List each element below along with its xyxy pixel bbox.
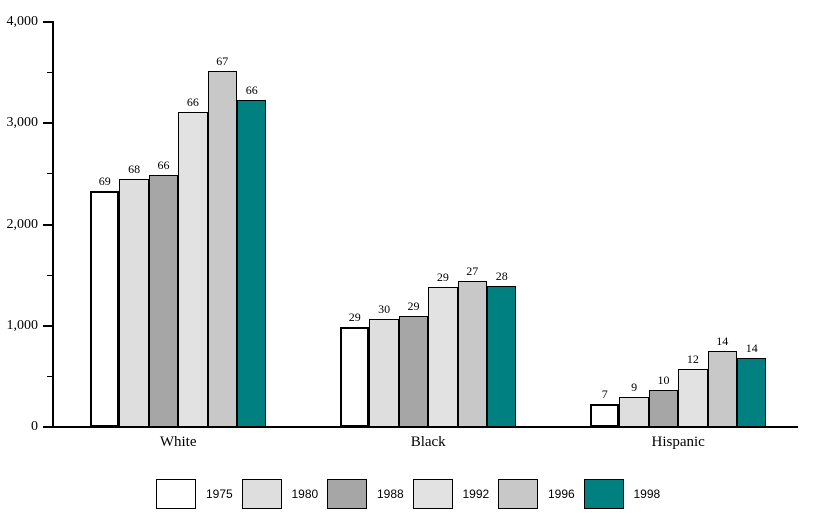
bar-value-label-1996-black: 27 [466,264,479,279]
bar-1996-black [457,281,487,427]
y-axis-line [52,21,54,428]
bar-value-label-1998-hispanic: 14 [745,341,758,356]
bar-1975-hispanic [590,403,620,427]
legend-label-1996: 1996 [548,487,575,501]
bar-1975-white [90,191,120,427]
bar-1980-hispanic [619,396,649,427]
legend-swatch-1992 [412,479,453,509]
bar-1996-white [207,70,237,427]
bar-1998-hispanic [737,358,767,427]
bar-value-label-1998-white: 66 [245,82,258,97]
bar-value-label-1992-hispanic: 12 [686,352,699,367]
bar-value-label-1980-white: 68 [128,161,141,176]
y-tick-label-3000: 3,000 [6,115,39,131]
y-major-tick-2000 [43,223,52,226]
legend-swatch-1996 [498,479,538,509]
y-major-tick-1000 [43,324,52,327]
bar-1980-white [119,178,149,427]
y-tick-label-2000: 2,000 [6,216,39,232]
y-tick-label-4000: 4,000 [6,14,39,29]
legend-label-1975: 1975 [206,487,233,501]
bar-value-label-1975-black: 29 [348,309,361,324]
legend-label-1998: 1998 [633,487,661,501]
y-major-tick-0 [43,426,52,428]
legend-label-1992: 1992 [462,487,490,501]
bar-1975-black [340,326,370,427]
legend-label-1980: 1980 [291,487,319,501]
bar-value-label-1980-black: 30 [378,301,391,316]
category-label-white: White [159,434,197,450]
bar-1996-hispanic [707,351,737,427]
legend-swatch-1980 [241,479,282,509]
bar-1992-white [178,112,208,427]
y-minor-tick-3500 [47,72,52,74]
bar-value-label-1975-white: 69 [98,174,111,189]
legend-swatch-1975 [156,479,196,509]
bar-1998-black [487,286,517,427]
bar-1998-white [237,99,267,427]
bar-1988-black [398,315,429,427]
legend-label-1988: 1988 [377,487,404,501]
category-label-hispanic: Hispanic [651,434,705,450]
category-label-black: Black [410,434,446,450]
legend-swatch-1988 [327,479,367,509]
x-axis-line [52,426,798,428]
bar-1992-hispanic [678,369,708,427]
bar-value-label-1988-hispanic: 10 [657,372,670,387]
y-major-tick-3000 [43,122,52,125]
bar-value-label-1988-white: 66 [157,157,170,172]
y-major-tick-4000 [43,21,52,23]
bar-value-label-1992-black: 29 [436,270,449,285]
y-minor-tick-2500 [47,173,52,175]
bar-1980-black [369,318,399,427]
bar-1992-black [428,287,458,427]
y-tick-label-0: 0 [31,419,38,434]
legend-swatch-1998 [583,479,624,509]
bar-value-label-1975-hispanic: 7 [601,386,608,401]
y-minor-tick-1500 [47,274,52,276]
y-minor-tick-500 [47,375,52,377]
bar-value-label-1992-white: 66 [186,95,199,110]
bar-value-label-1996-white: 67 [216,53,229,68]
y-tick-label-1000: 1,000 [6,317,39,333]
bar-1988-hispanic [648,389,679,427]
bar-1988-white [148,174,179,427]
bar-value-label-1980-hispanic: 9 [631,379,638,394]
bar-value-label-1998-black: 28 [495,269,508,284]
bar-value-label-1996-hispanic: 14 [716,334,729,349]
bar-value-label-1988-black: 29 [407,298,420,313]
